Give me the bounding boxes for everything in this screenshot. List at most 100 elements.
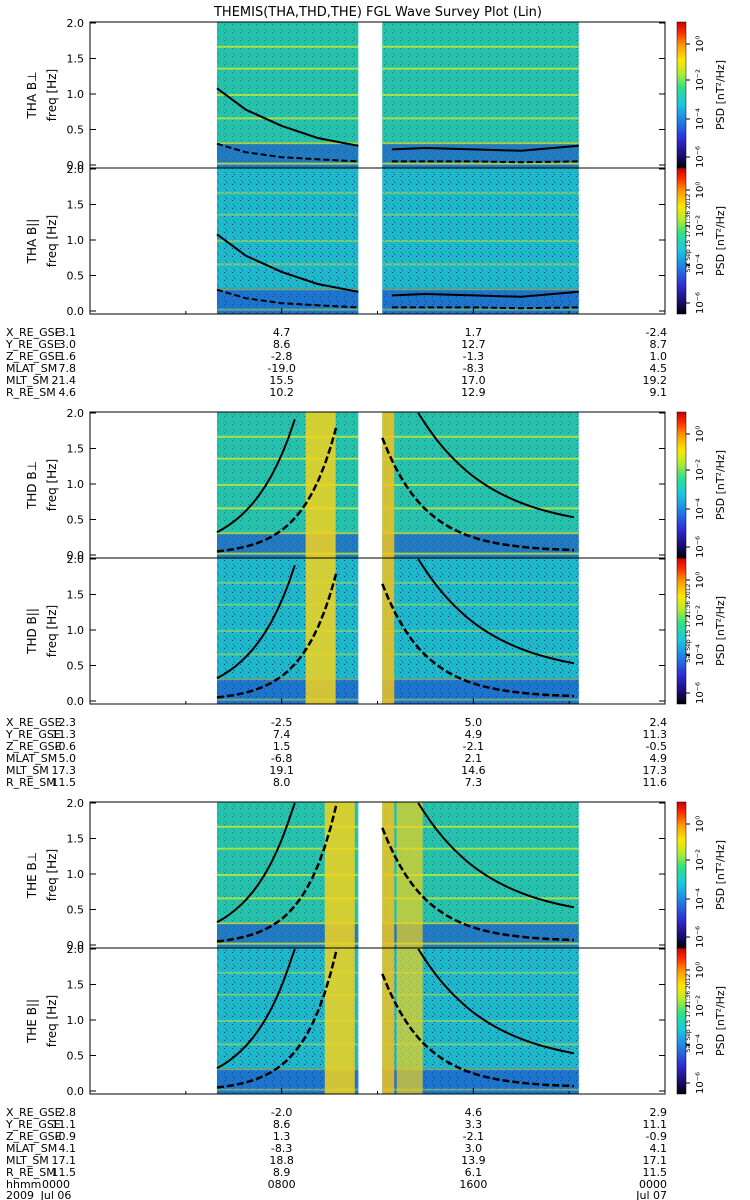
- orbit-label-the-4: MLT_SM: [6, 1154, 49, 1167]
- orbit-value-thd-0-1: -2.5: [271, 716, 292, 729]
- orbit-value-thd-0-2: 5.0: [465, 716, 483, 729]
- panel-tha-bpar-ytick-1: 0.5: [67, 270, 85, 283]
- panel-the-bpar-colorbar-tick-2: 10⁻⁴: [695, 1034, 706, 1056]
- panel-tha-bpar-axis-label: freq [Hz]: [45, 215, 59, 267]
- orbit-value-tha-3-2: -8.3: [463, 362, 484, 375]
- panel-thd-bpar-colorbar-tick-3: 10⁻⁶: [695, 682, 706, 704]
- x-tick-0: 0000: [42, 1178, 70, 1191]
- panel-the-bpar-ytick-2: 1.0: [67, 1014, 85, 1027]
- orbit-value-the-2-1: 1.3: [273, 1130, 291, 1143]
- panel-tha-bperp-fcp-curve: [216, 142, 359, 163]
- orbit-value-tha-1-0: 3.0: [59, 338, 77, 351]
- panel-tha-bpar-ytick-3: 1.5: [67, 199, 85, 212]
- orbit-value-thd-3-2: 2.1: [465, 752, 483, 765]
- panel-tha-bpar-fce-curve: [216, 233, 359, 293]
- orbit-value-the-3-2: 3.0: [465, 1142, 483, 1155]
- orbit-value-thd-2-0: -0.6: [55, 740, 76, 753]
- panel-tha-bperp-colorbar-tick-3: 10⁻⁶: [695, 146, 706, 168]
- orbit-value-tha-2-2: -1.3: [463, 350, 484, 363]
- orbit-value-the-4-3: 17.1: [643, 1154, 668, 1167]
- orbit-value-tha-2-1: -2.8: [271, 350, 292, 363]
- orbit-label-thd-1: Y_RE_GSE: [5, 728, 61, 741]
- orbit-value-the-5-0: 11.5: [52, 1166, 77, 1179]
- orbit-label-tha-1: Y_RE_GSE: [5, 338, 61, 351]
- orbit-value-the-1-3: 11.1: [643, 1118, 668, 1131]
- panel-tha-bpar-ytick-0: 0.0: [67, 305, 85, 318]
- panel-tha-bpar-colorbar-label: PSD [nT²/Hz]: [714, 206, 727, 276]
- orbit-label-tha-0: X_RE_GSE: [6, 326, 62, 339]
- date-end: Jul 07: [635, 1189, 667, 1200]
- panel-thd-bperp-colorbar-label: PSD [nT²/Hz]: [714, 450, 727, 520]
- orbit-value-thd-2-3: -0.5: [646, 740, 667, 753]
- orbit-value-thd-5-0: 11.5: [52, 776, 77, 789]
- panel-tha-bperp-colorbar-tick-0: 10⁰: [695, 36, 706, 53]
- orbit-value-tha-0-3: -2.4: [646, 326, 667, 339]
- panel-thd-bperp-colorbar-tick-0: 10⁰: [695, 426, 706, 443]
- date-start: Jul 06: [40, 1189, 72, 1200]
- orbit-value-tha-1-2: 12.7: [461, 338, 486, 351]
- panel-thd-bperp-ytick-4: 2.0: [67, 407, 85, 420]
- panel-the-bpar-intense-band-b: [382, 948, 395, 1094]
- orbit-value-tha-5-3: 9.1: [650, 386, 668, 399]
- panel-tha-bperp-fce-curve: [216, 87, 359, 147]
- orbit-value-thd-4-1: 19.1: [269, 764, 294, 777]
- panel-thd-bperp-colorbar-tick-1: 10⁻²: [695, 459, 706, 481]
- orbit-value-the-0-3: 2.9: [650, 1106, 668, 1119]
- panel-the-bpar-axis-label: freq [Hz]: [45, 995, 59, 1047]
- panel-tha-bperp-colorbar-tick-1: 10⁻²: [695, 69, 706, 91]
- panel-the-bpar-colorbar-label: PSD [nT²/Hz]: [714, 986, 727, 1056]
- panel-tha-bperp-ytick-3: 1.5: [67, 53, 85, 66]
- orbit-label-tha-3: MLAT_SM: [6, 362, 57, 375]
- orbit-value-thd-1-3: 11.3: [643, 728, 668, 741]
- panel-tha-bpar-ylabel: THA B||: [25, 219, 39, 265]
- orbit-value-tha-0-1: 4.7: [273, 326, 291, 339]
- orbit-value-the-5-3: 11.5: [643, 1166, 668, 1179]
- panel-thd-bpar-ylabel: THD B||: [25, 608, 39, 655]
- panel-thd-bpar-ytick-4: 2.0: [67, 553, 85, 566]
- panel-the-bpar-timestamp: Sat Sep 15 17:21:36 2012: [685, 974, 692, 1053]
- panel-thd-bpar-axis-label: freq [Hz]: [45, 605, 59, 657]
- orbit-value-the-1-1: 8.6: [273, 1118, 291, 1131]
- panel-thd-bpar-timestamp: Sat Sep 15 17:21:36 2012: [685, 584, 692, 663]
- panel-thd-bpar-colorbar-label: PSD [nT²/Hz]: [714, 596, 727, 666]
- panel-the-bpar-colorbar: [676, 947, 687, 1095]
- orbit-value-tha-3-3: 4.5: [650, 362, 668, 375]
- panel-thd-bpar-ytick-2: 1.0: [67, 624, 85, 637]
- orbit-label-the-0: X_RE_GSE: [6, 1106, 62, 1119]
- orbit-value-the-4-0: 17.1: [52, 1154, 77, 1167]
- panel-thd-bperp-fcp-curve: [216, 424, 339, 553]
- orbit-label-the-3: MLAT_SM: [6, 1142, 57, 1155]
- orbit-value-tha-4-1: 15.5: [269, 374, 294, 387]
- panel-tha-bperp-ylabel: THA B⊥: [25, 71, 39, 119]
- orbit-value-the-5-1: 8.9: [273, 1166, 291, 1179]
- orbit-value-thd-0-0: 2.3: [59, 716, 77, 729]
- panel-the-bperp-colorbar-tick-3: 10⁻⁶: [695, 926, 706, 948]
- panel-thd-bpar-fcp-curve: [216, 570, 339, 699]
- panel-thd-bperp-intense-band-b: [382, 412, 395, 558]
- panel-the-bpar-intense-band-a: [324, 948, 355, 1094]
- orbit-value-thd-1-2: 4.9: [465, 728, 483, 741]
- orbit-label-tha-5: R_RE_SM: [6, 386, 56, 399]
- orbit-label-tha-2: Z_RE_GSE: [6, 350, 62, 363]
- orbit-value-thd-4-3: 17.3: [643, 764, 668, 777]
- panel-thd-bpar-intense-band-b: [382, 558, 395, 704]
- panel-thd-bpar-colorbar: [676, 557, 687, 705]
- panel-the-bperp-colorbar-tick-1: 10⁻²: [695, 849, 706, 871]
- panel-thd-bperp-ytick-2: 1.0: [67, 478, 85, 491]
- panel-the-bperp-ytick-0: 0.0: [67, 939, 85, 952]
- panel-tha-bpar-colorbar-tick-3: 10⁻⁶: [695, 292, 706, 314]
- panel-the-bpar-ytick-0: 0.0: [67, 1085, 85, 1098]
- orbit-value-thd-3-1: -6.8: [271, 752, 292, 765]
- orbit-value-thd-4-2: 14.6: [461, 764, 486, 777]
- orbit-value-thd-5-3: 11.6: [643, 776, 668, 789]
- panel-tha-bperp-colorbar: [676, 21, 687, 169]
- orbit-value-thd-3-3: 4.9: [650, 752, 668, 765]
- orbit-value-tha-3-0: 7.8: [59, 362, 77, 375]
- orbit-value-the-4-1: 18.8: [269, 1154, 294, 1167]
- panel-the-bperp-fcp-curve: [216, 802, 339, 943]
- orbit-value-thd-2-1: 1.5: [273, 740, 291, 753]
- orbit-value-tha-2-0: 1.6: [59, 350, 77, 363]
- panel-thd-bperp-ylabel: THD B⊥: [25, 461, 39, 510]
- panel-thd-bpar-colorbar-tick-1: 10⁻²: [695, 605, 706, 627]
- panel-the-bperp-axis-label: freq [Hz]: [45, 849, 59, 901]
